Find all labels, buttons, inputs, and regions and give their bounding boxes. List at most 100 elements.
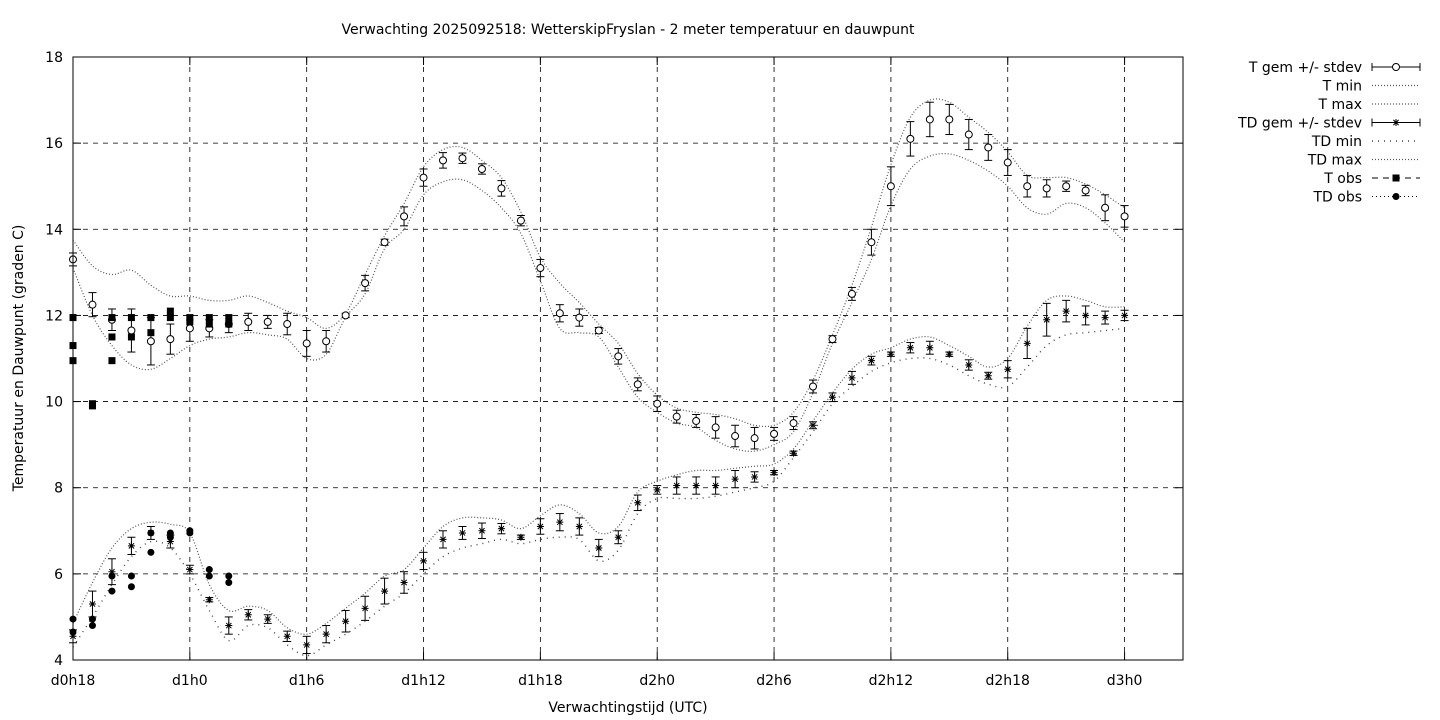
td-gem-point	[751, 473, 759, 481]
td-gem-point	[790, 449, 798, 457]
td-gem-errorbar	[964, 359, 973, 371]
t-gem-point	[731, 432, 740, 441]
t-gem-point	[1062, 182, 1071, 191]
t-gem-errorbar	[828, 335, 837, 344]
td-gem-point	[673, 482, 681, 490]
td-gem-point	[867, 357, 875, 365]
t-gem-point	[536, 264, 545, 273]
legend-label: TD max	[1307, 153, 1362, 169]
t-gem-point	[692, 416, 701, 425]
t-obs-point	[108, 314, 116, 322]
t-gem-errorbar	[945, 103, 954, 136]
t-gem-point	[847, 289, 856, 298]
td-gem-errorbar	[770, 469, 779, 477]
td-obs-point	[108, 587, 116, 595]
td-gem-point	[381, 587, 389, 595]
x-tick-label: d2h18	[985, 673, 1029, 689]
td-gem-point	[536, 522, 544, 530]
td-gem-point	[166, 538, 174, 546]
t-gem-point	[750, 434, 759, 443]
t-gem-point	[127, 326, 136, 335]
t-gem-errorbar	[439, 152, 447, 169]
td-gem-point	[1023, 339, 1031, 347]
t-gem-point	[166, 335, 175, 344]
t-obs-point	[88, 402, 96, 410]
legend-sample-marker	[1392, 174, 1400, 182]
t-gem-errorbar	[1042, 179, 1051, 198]
t-obs-point	[108, 333, 116, 341]
td-gem-errorbar	[809, 421, 817, 430]
td-gem-errorbar	[1062, 299, 1071, 323]
td-gem-errorbar	[731, 469, 740, 489]
t-gem-point	[361, 279, 370, 288]
t-max-line	[72, 98, 1125, 428]
legend-label: TD gem +/- stdev	[1237, 116, 1362, 132]
td-gem-errorbar	[653, 485, 662, 495]
t-gem-errorbar	[322, 330, 331, 353]
y-tick-label: 10	[45, 395, 63, 411]
y-axis-label: Temperatuur en Dauwpunt (graden C)	[11, 225, 27, 493]
series	[69, 98, 1129, 657]
t-obs-point	[225, 320, 233, 328]
t-gem-errorbar	[809, 379, 817, 394]
t-obs-point	[225, 314, 233, 322]
td-gem-point	[1004, 365, 1012, 373]
td-gem-errorbar	[224, 616, 233, 635]
grid	[72, 57, 1183, 660]
td-obs-point	[127, 583, 135, 591]
t-gem-errorbar	[984, 134, 993, 161]
td-gem-point	[361, 604, 369, 612]
td-gem-point	[945, 350, 953, 358]
legend-label: T min	[1322, 79, 1362, 95]
td-gem-errorbar	[828, 392, 837, 403]
td-gem-errorbar	[185, 564, 194, 575]
t-gem-point	[886, 182, 895, 191]
y-tick-label: 18	[45, 50, 63, 66]
td-max-line	[72, 295, 1125, 635]
legend-label: TD obs	[1312, 190, 1362, 206]
t-gem-point	[867, 238, 876, 247]
t-gem-point	[1003, 158, 1012, 167]
td-gem-point	[186, 566, 194, 574]
td-gem-errorbar	[692, 476, 701, 495]
x-tick-label: d1h6	[289, 673, 325, 689]
t-gem-errorbar	[789, 416, 798, 431]
t-gem-errorbar	[516, 215, 525, 227]
t-gem-point	[1101, 203, 1110, 212]
t-obs-point	[127, 333, 135, 341]
td-gem-errorbar	[244, 609, 253, 621]
t-gem-errorbar	[906, 121, 915, 157]
td-gem-errorbar	[1120, 309, 1129, 322]
td-gem-point	[303, 641, 311, 649]
td-gem-point	[731, 475, 739, 483]
legend-label: T max	[1317, 97, 1362, 113]
td-gem-errorbar	[886, 350, 895, 358]
t-gem-errorbar	[400, 206, 409, 227]
td-gem-errorbar	[283, 630, 292, 642]
t-gem-point	[263, 317, 272, 326]
td-gem-point	[634, 499, 642, 507]
t-gem-errorbar	[380, 238, 389, 247]
td-gem-errorbar	[400, 571, 409, 594]
td-obs-point	[205, 566, 213, 574]
t-obs-point	[205, 314, 213, 322]
y-tick-label: 16	[45, 136, 63, 152]
td-gem-errorbar	[633, 494, 642, 512]
td-gem-errorbar	[555, 513, 564, 532]
td-gem-errorbar	[672, 476, 681, 495]
t-gem-point	[244, 317, 253, 326]
legend-sample-marker	[1392, 63, 1400, 71]
td-gem-point	[205, 596, 213, 604]
td-gem-point	[770, 469, 778, 477]
td-gem-point	[575, 522, 583, 530]
t-gem-point	[672, 412, 681, 421]
plot-frame	[72, 56, 1184, 661]
t-gem-errorbar	[867, 228, 876, 256]
t-gem-errorbar	[536, 258, 545, 278]
td-obs-point	[88, 615, 96, 623]
td-gem-errorbar	[88, 590, 97, 618]
td-gem-point	[108, 568, 116, 576]
t-gem-errorbar	[653, 395, 662, 412]
legend-label: T gem +/- stdev	[1248, 60, 1362, 76]
td-gem-errorbar	[107, 558, 116, 586]
